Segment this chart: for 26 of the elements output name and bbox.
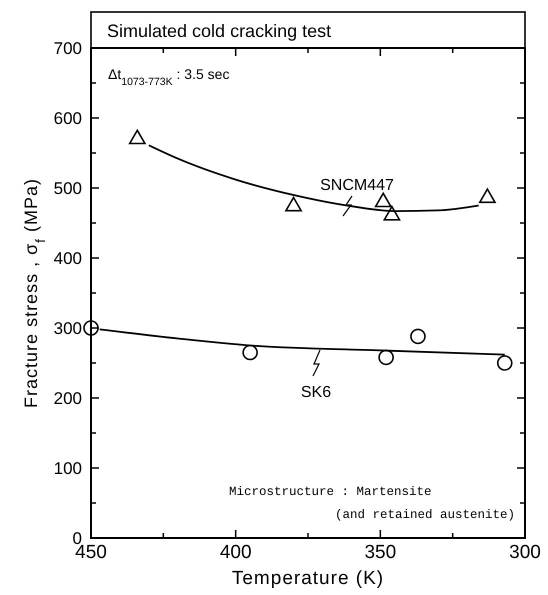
point bbox=[384, 206, 400, 221]
point bbox=[285, 196, 302, 212]
point bbox=[378, 350, 394, 366]
point bbox=[242, 344, 258, 360]
y-tick-label: 300 bbox=[54, 318, 82, 338]
x-axis-title: Temperature (K) bbox=[232, 568, 384, 589]
point bbox=[374, 192, 392, 208]
point bbox=[478, 188, 496, 204]
x-tick-label: 350 bbox=[364, 542, 396, 563]
annotation: Microstructure : Martensite bbox=[229, 485, 432, 499]
y-tick-label: 200 bbox=[54, 388, 82, 408]
legend-label: SK6 bbox=[300, 384, 332, 401]
y-tick-label: 100 bbox=[54, 458, 82, 478]
y-tick-label: 500 bbox=[54, 178, 82, 198]
point bbox=[410, 328, 426, 344]
annotation: (and retained austenite) bbox=[334, 508, 515, 522]
y-tick-label: 400 bbox=[54, 248, 82, 268]
point bbox=[496, 355, 513, 371]
series-label: SNCM447 bbox=[320, 177, 394, 194]
x-tick-label: 300 bbox=[509, 542, 541, 563]
point bbox=[128, 130, 146, 144]
y-tick-label: 600 bbox=[54, 108, 82, 128]
x-tick-label: 400 bbox=[220, 542, 252, 563]
annotation: Δt$_{1073-773K}$ : 3.5 sec bbox=[108, 66, 230, 88]
chart-title: Simulated cold cracking test bbox=[107, 21, 332, 41]
y-tick-label: 700 bbox=[54, 38, 82, 58]
